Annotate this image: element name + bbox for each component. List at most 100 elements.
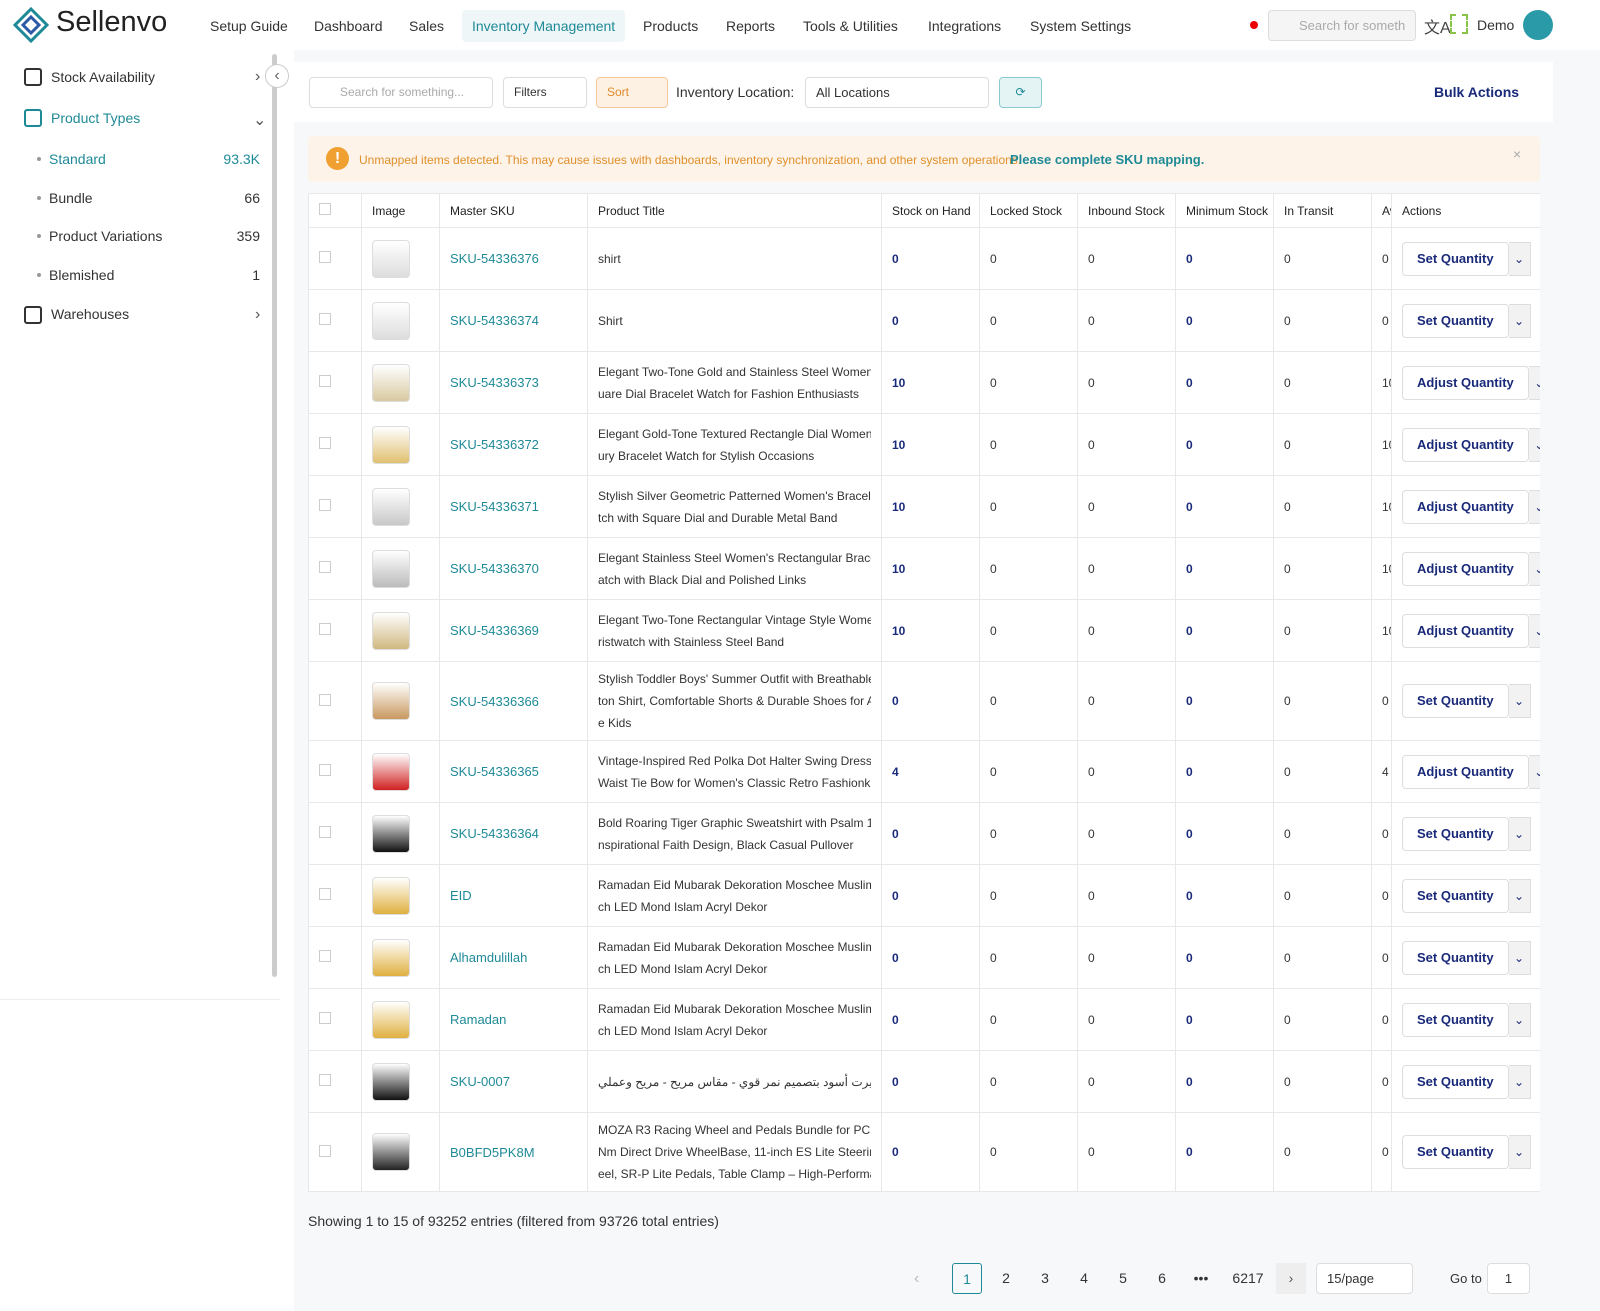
action-button[interactable]: Set Quantity <box>1402 1064 1509 1099</box>
nav-item[interactable]: Products <box>643 18 699 34</box>
collapse-button[interactable]: ‹ <box>265 64 289 88</box>
row-checkbox[interactable] <box>308 351 362 414</box>
sku-text[interactable]: SKU-54336374 <box>450 313 539 328</box>
translate-icon[interactable]: 文A <box>1424 20 1451 37</box>
row-checkbox[interactable] <box>308 740 362 803</box>
sku-text[interactable]: Alhamdulillah <box>450 950 528 965</box>
action-dropdown[interactable]: ⌄ <box>1508 241 1531 276</box>
action-button[interactable]: Set Quantity <box>1402 303 1509 338</box>
row-checkbox[interactable] <box>308 926 362 989</box>
row-checkbox[interactable] <box>308 537 362 600</box>
sku-link[interactable]: Ramadan <box>439 988 588 1051</box>
type-label[interactable]: Blemished <box>49 267 115 283</box>
search-input[interactable]: Search for something... <box>309 77 493 108</box>
location-select[interactable]: All Locations <box>805 77 989 108</box>
nav-item[interactable]: Sales <box>409 18 445 34</box>
row-checkbox[interactable] <box>308 988 362 1051</box>
column-header[interactable]: Master SKU <box>439 193 588 228</box>
page-number[interactable]: 3 <box>1041 1270 1049 1286</box>
sort-button[interactable]: Sort <box>596 77 668 108</box>
page-size[interactable]: 15/page <box>1316 1263 1413 1294</box>
sku-link[interactable]: SKU-54336371 <box>439 475 588 538</box>
action-button[interactable]: Adjust Quantity <box>1402 427 1529 462</box>
column-header[interactable]: In Transit <box>1273 193 1372 228</box>
row-checkbox[interactable] <box>308 661 362 741</box>
action-dropdown[interactable]: ⌄ <box>1528 754 1540 789</box>
action-dropdown[interactable]: ⌄ <box>1508 816 1531 851</box>
sku-link[interactable]: SKU-54336365 <box>439 740 588 803</box>
column-header[interactable]: Minimum Stock <box>1175 193 1274 228</box>
action-button[interactable]: Set Quantity <box>1402 816 1509 851</box>
refresh-button[interactable]: ⟳ <box>999 77 1042 108</box>
action-button[interactable]: Adjust Quantity <box>1402 613 1529 648</box>
page-number[interactable]: ••• <box>1193 1270 1209 1286</box>
sku-link[interactable]: SKU-54336374 <box>439 289 588 352</box>
type-label[interactable]: Standard <box>49 151 106 167</box>
sku-link[interactable]: SKU-54336366 <box>439 661 588 741</box>
action-button[interactable]: Adjust Quantity <box>1402 551 1529 586</box>
row-checkbox[interactable] <box>308 227 362 290</box>
sku-text[interactable]: SKU-54336371 <box>450 499 539 514</box>
sku-text[interactable]: B0BFD5PK8M <box>450 1144 535 1160</box>
sku-text[interactable]: SKU-54336366 <box>450 693 539 709</box>
action-button[interactable]: Set Quantity <box>1402 1002 1509 1037</box>
action-dropdown[interactable]: ⌄ <box>1508 1135 1531 1169</box>
nav-item[interactable]: Reports <box>726 18 776 34</box>
nav-item[interactable]: Inventory Management <box>462 10 626 42</box>
action-button[interactable]: Set Quantity <box>1402 684 1509 718</box>
page-number[interactable]: 6217 <box>1232 1270 1264 1286</box>
row-checkbox[interactable] <box>308 864 362 927</box>
sku-link[interactable]: SKU-0007 <box>439 1050 588 1113</box>
action-button[interactable]: Set Quantity <box>1402 878 1509 913</box>
nav-stock-availability[interactable]: Stock Availability <box>51 69 156 85</box>
row-checkbox[interactable] <box>308 802 362 865</box>
column-header[interactable]: Locked Stock <box>979 193 1078 228</box>
row-checkbox[interactable] <box>308 1112 362 1192</box>
sku-link[interactable]: SKU-54336376 <box>439 227 588 290</box>
next-page[interactable]: › <box>1276 1263 1306 1294</box>
action-dropdown[interactable]: ⌄ <box>1528 427 1540 462</box>
sku-link[interactable]: SKU-54336370 <box>439 537 588 600</box>
filters-button[interactable]: Filters <box>503 77 587 108</box>
sku-link[interactable]: SKU-54336369 <box>439 599 588 662</box>
page-number[interactable]: 2 <box>1002 1270 1010 1286</box>
goto-input[interactable]: 1 <box>1487 1263 1530 1294</box>
prev-page[interactable]: ‹ <box>914 1270 920 1287</box>
global-search[interactable]: Search for someth <box>1268 10 1416 41</box>
column-header[interactable]: Inbound Stock <box>1077 193 1176 228</box>
action-button[interactable]: Set Quantity <box>1402 241 1509 276</box>
sku-link[interactable]: SKU-54336373 <box>439 351 588 414</box>
action-dropdown[interactable]: ⌄ <box>1508 878 1531 913</box>
nav-warehouses[interactable]: Warehouses <box>51 306 130 322</box>
bulk-actions[interactable]: Bulk Actions <box>1434 84 1520 100</box>
sku-text[interactable]: SKU-54336364 <box>450 826 539 841</box>
action-dropdown[interactable]: ⌄ <box>1508 684 1531 718</box>
sku-text[interactable]: SKU-54336370 <box>450 561 539 576</box>
page-number[interactable]: 5 <box>1119 1270 1127 1286</box>
sku-link[interactable]: SKU-54336372 <box>439 413 588 476</box>
sku-text[interactable]: SKU-54336365 <box>450 764 539 779</box>
row-checkbox[interactable] <box>308 289 362 352</box>
nav-item[interactable]: Setup Guide <box>210 18 288 34</box>
alert-link[interactable]: Please complete SKU mapping. <box>1010 152 1205 167</box>
user-name[interactable]: Demo <box>1477 17 1515 33</box>
action-dropdown[interactable]: ⌄ <box>1508 940 1531 975</box>
sku-link[interactable]: B0BFD5PK8M <box>439 1112 588 1192</box>
page-number[interactable]: 4 <box>1080 1270 1088 1286</box>
menu-icon[interactable] <box>1450 14 1468 34</box>
sku-text[interactable]: SKU-54336372 <box>450 437 539 452</box>
page-number[interactable]: 6 <box>1158 1270 1166 1286</box>
nav-item[interactable]: System Settings <box>1030 18 1132 34</box>
sku-link[interactable]: SKU-54336364 <box>439 802 588 865</box>
row-checkbox[interactable] <box>308 1050 362 1113</box>
avatar[interactable] <box>1523 10 1553 40</box>
column-header[interactable]: Product Title <box>587 193 882 228</box>
sku-link[interactable]: EID <box>439 864 588 927</box>
alert-close[interactable]: × <box>1513 146 1522 162</box>
sku-text[interactable]: SKU-0007 <box>450 1074 510 1089</box>
action-button[interactable]: Set Quantity <box>1402 1135 1509 1169</box>
action-button[interactable]: Adjust Quantity <box>1402 489 1529 524</box>
action-dropdown[interactable]: ⌄ <box>1508 1064 1531 1099</box>
nav-item[interactable]: Dashboard <box>314 18 383 34</box>
action-button[interactable]: Set Quantity <box>1402 940 1509 975</box>
